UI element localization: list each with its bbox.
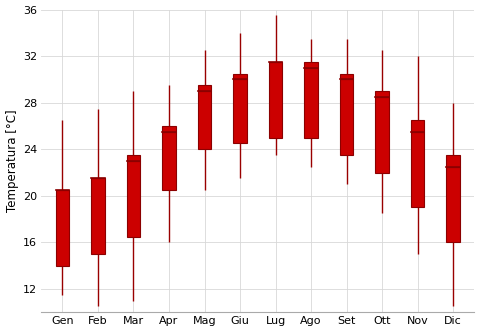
Bar bbox=[127, 161, 140, 237]
Bar bbox=[162, 126, 176, 132]
Bar bbox=[446, 155, 460, 167]
Bar bbox=[340, 74, 353, 79]
Bar bbox=[304, 68, 318, 138]
Bar bbox=[304, 62, 318, 68]
Bar bbox=[411, 132, 424, 208]
Y-axis label: Temperatura [°C]: Temperatura [°C] bbox=[6, 110, 19, 212]
Bar bbox=[233, 79, 247, 143]
Bar bbox=[375, 97, 389, 173]
Bar bbox=[340, 79, 353, 155]
Bar bbox=[233, 74, 247, 79]
Bar bbox=[56, 190, 69, 266]
Bar bbox=[269, 62, 282, 138]
Bar bbox=[162, 132, 176, 190]
Bar bbox=[91, 178, 105, 254]
Bar bbox=[375, 91, 389, 97]
Bar bbox=[198, 85, 211, 91]
Bar bbox=[198, 91, 211, 149]
Bar bbox=[446, 167, 460, 242]
Bar bbox=[127, 155, 140, 161]
Bar bbox=[411, 120, 424, 132]
